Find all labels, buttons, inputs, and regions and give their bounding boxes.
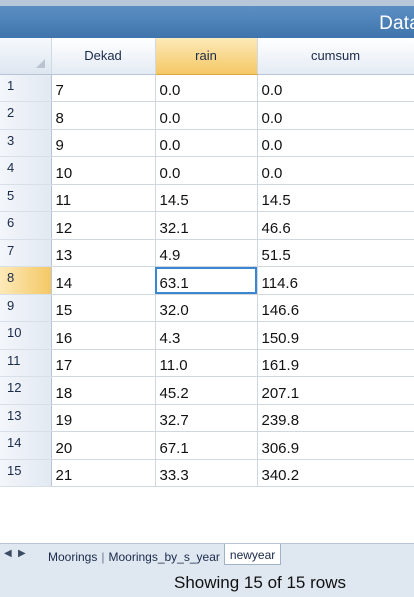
table-row: 5 11 14.5 14.5 [0,184,414,212]
cell-dekad[interactable]: 13 [51,239,156,267]
row-header[interactable]: 15 [0,459,52,487]
table-row: 3 9 0.0 0.0 [0,129,414,157]
cell-cumsum[interactable]: 114.6 [257,266,414,295]
tab-separator: | [101,549,105,564]
cell-dekad[interactable]: 21 [51,459,156,487]
row-header[interactable]: 11 [0,349,52,377]
cell-rain[interactable]: 32.1 [155,211,258,240]
data-grid: Dekad rain cumsum 1 7 0.0 0.0 2 8 0.0 0.… [0,38,414,487]
cell-rain[interactable]: 67.1 [155,431,258,460]
cell-cumsum[interactable]: 161.9 [257,349,414,377]
sheet-tab-bar: ◀ ▶ Moorings | Moorings_by_s_year newyea… [0,543,414,567]
row-header[interactable]: 7 [0,239,52,267]
sheet-tab-moorings[interactable]: Moorings [48,549,98,564]
cell-cumsum[interactable]: 340.2 [257,459,414,487]
cell-rain[interactable]: 0.0 [155,156,258,185]
cell-rain[interactable]: 14.5 [155,184,258,212]
cell-cumsum[interactable]: 46.6 [257,211,414,240]
cell-cumsum[interactable]: 0.0 [257,129,414,157]
cell-rain[interactable]: 45.2 [155,376,258,405]
row-header[interactable]: 12 [0,376,52,405]
table-row: 6 12 32.1 46.6 [0,211,414,240]
cell-cumsum[interactable]: 239.8 [257,404,414,432]
table-row: 14 20 67.1 306.9 [0,431,414,460]
column-header-dekad[interactable]: Dekad [51,38,156,75]
row-header[interactable]: 2 [0,101,52,130]
status-bar: Showing 15 of 15 rows [0,567,414,597]
cell-dekad[interactable]: 17 [51,349,156,377]
cell-rain[interactable]: 0.0 [155,74,258,102]
table-row: 15 21 33.3 340.2 [0,459,414,487]
sheet-tab-newyear[interactable]: newyear [223,544,282,565]
sheet-tab-moorings-by-s-year[interactable]: Moorings_by_s_year [108,549,220,564]
sheet-tabs: Moorings | Moorings_by_s_year newyear [44,544,282,565]
column-header-cumsum[interactable]: cumsum [257,38,414,75]
row-header[interactable]: 4 [0,156,52,185]
cell-dekad[interactable]: 18 [51,376,156,405]
cell-rain[interactable]: 0.0 [155,129,258,157]
cell-rain[interactable]: 4.9 [155,239,258,267]
cell-cumsum[interactable]: 306.9 [257,431,414,460]
cell-rain[interactable]: 11.0 [155,349,258,377]
cell-dekad[interactable]: 16 [51,321,156,350]
cell-dekad[interactable]: 7 [51,74,156,102]
cell-dekad[interactable]: 8 [51,101,156,130]
row-header[interactable]: 3 [0,129,52,157]
table-row: 12 18 45.2 207.1 [0,376,414,405]
table-row: 13 19 32.7 239.8 [0,404,414,432]
cell-cumsum[interactable]: 0.0 [257,156,414,185]
header-row: Dekad rain cumsum [0,38,414,75]
table-row: 11 17 11.0 161.9 [0,349,414,377]
table-row: 2 8 0.0 0.0 [0,101,414,130]
title-bar: Data [0,0,414,38]
row-header[interactable]: 10 [0,321,52,350]
selected-cell-rain[interactable]: 63.1 [155,266,258,295]
cell-cumsum[interactable]: 14.5 [257,184,414,212]
row-header[interactable]: 9 [0,294,52,322]
table-row: 8 14 63.1 114.6 [0,266,414,295]
cell-rain[interactable]: 4.3 [155,321,258,350]
table-row: 7 13 4.9 51.5 [0,239,414,267]
cell-rain[interactable]: 0.0 [155,101,258,130]
cell-dekad[interactable]: 9 [51,129,156,157]
cell-rain[interactable]: 32.0 [155,294,258,322]
cell-cumsum[interactable]: 150.9 [257,321,414,350]
cell-cumsum[interactable]: 0.0 [257,74,414,102]
cell-rain[interactable]: 32.7 [155,404,258,432]
cell-dekad[interactable]: 20 [51,431,156,460]
row-count-status: Showing 15 of 15 rows [174,573,346,592]
triangle-left-icon[interactable]: ◀ [4,548,12,559]
cell-dekad[interactable]: 15 [51,294,156,322]
column-header-rain[interactable]: rain [155,38,258,75]
cell-dekad[interactable]: 11 [51,184,156,212]
corner-triangle-icon [35,58,45,68]
cell-dekad[interactable]: 19 [51,404,156,432]
cell-rain[interactable]: 33.3 [155,459,258,487]
window-title: Data [379,13,414,34]
cell-cumsum[interactable]: 51.5 [257,239,414,267]
row-header-active[interactable]: 8 [0,266,52,295]
table-row: 10 16 4.3 150.9 [0,321,414,350]
cell-cumsum[interactable]: 0.0 [257,101,414,130]
select-all-corner[interactable] [0,38,52,75]
cell-dekad[interactable]: 14 [51,266,156,295]
table-row: 4 10 0.0 0.0 [0,156,414,185]
cell-dekad[interactable]: 10 [51,156,156,185]
cell-cumsum[interactable]: 146.6 [257,294,414,322]
triangle-right-icon[interactable]: ▶ [18,548,26,559]
table-row: 9 15 32.0 146.6 [0,294,414,322]
row-header[interactable]: 1 [0,74,52,102]
row-header[interactable]: 14 [0,431,52,460]
cell-cumsum[interactable]: 207.1 [257,376,414,405]
cell-dekad[interactable]: 12 [51,211,156,240]
row-header[interactable]: 5 [0,184,52,212]
table-row: 1 7 0.0 0.0 [0,74,414,102]
row-header[interactable]: 13 [0,404,52,432]
row-header[interactable]: 6 [0,211,52,240]
